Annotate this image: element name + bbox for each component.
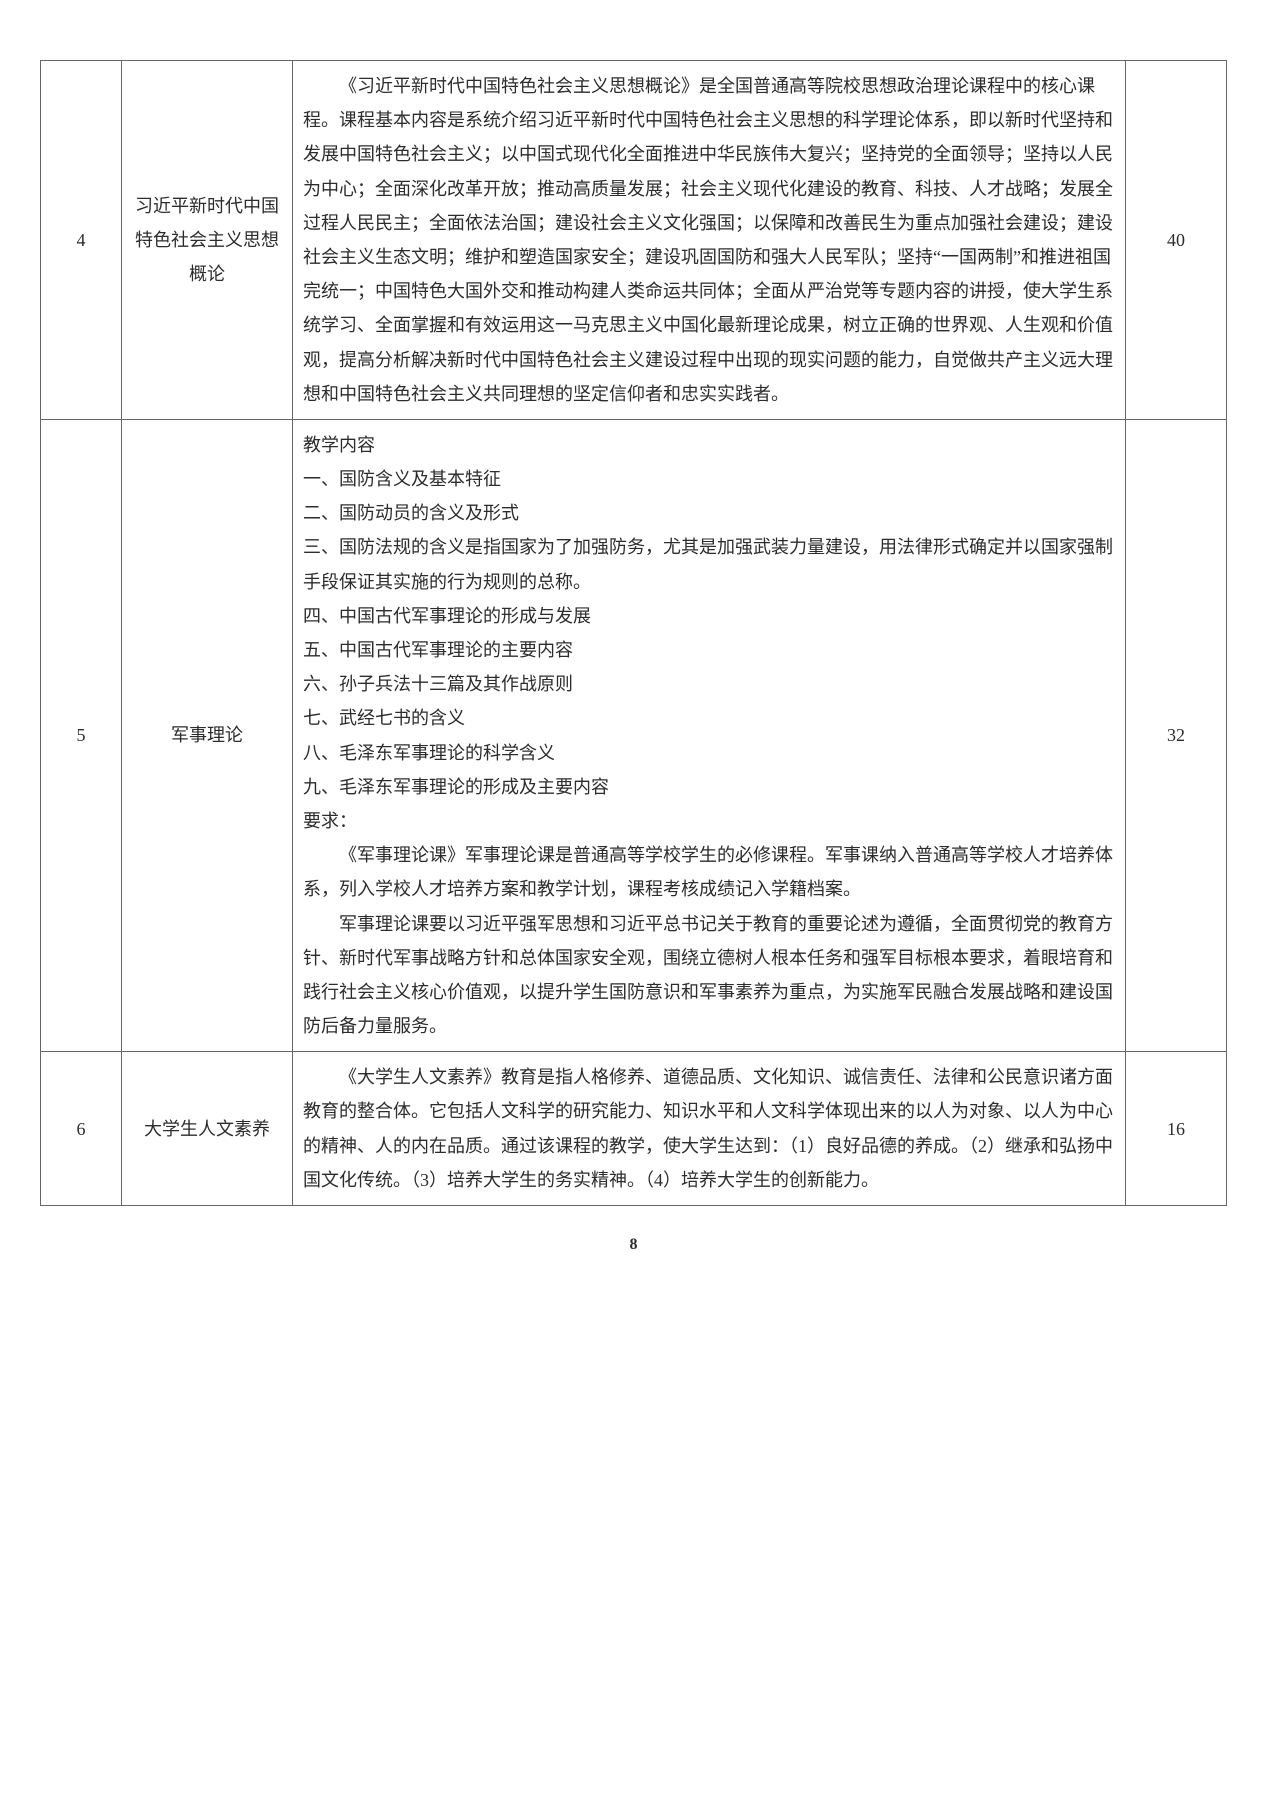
desc-line: 六、孙子兵法十三篇及其作战原则 bbox=[303, 667, 1115, 701]
desc-line: 《习近平新时代中国特色社会主义思想概论》是全国普通高等院校思想政治理论课程中的核… bbox=[303, 69, 1115, 411]
desc-line: 三、国防法规的含义是指国家为了加强防务，尤其是加强武装力量建设，用法律形式确定并… bbox=[303, 530, 1115, 598]
page-number: 8 bbox=[40, 1236, 1227, 1254]
document-page: 4习近平新时代中国特色社会主义思想概论《习近平新时代中国特色社会主义思想概论》是… bbox=[40, 60, 1227, 1254]
desc-line: 军事理论课要以习近平强军思想和习近平总书记关于教育的重要论述为遵循，全面贯彻党的… bbox=[303, 907, 1115, 1044]
row-number: 6 bbox=[41, 1052, 122, 1206]
row-number: 5 bbox=[41, 419, 122, 1051]
course-title: 习近平新时代中国特色社会主义思想概论 bbox=[122, 61, 293, 420]
course-hours: 32 bbox=[1126, 419, 1227, 1051]
desc-line: 九、毛泽东军事理论的形成及主要内容 bbox=[303, 770, 1115, 804]
desc-line: 《大学生人文素养》教育是指人格修养、道德品质、文化知识、诚信责任、法律和公民意识… bbox=[303, 1060, 1115, 1197]
table-row: 5军事理论教学内容一、国防含义及基本特征二、国防动员的含义及形式三、国防法规的含… bbox=[41, 419, 1227, 1051]
course-title: 军事理论 bbox=[122, 419, 293, 1051]
desc-line: 要求： bbox=[303, 804, 1115, 838]
course-table: 4习近平新时代中国特色社会主义思想概论《习近平新时代中国特色社会主义思想概论》是… bbox=[40, 60, 1227, 1206]
desc-line: 教学内容 bbox=[303, 428, 1115, 462]
desc-line: 五、中国古代军事理论的主要内容 bbox=[303, 633, 1115, 667]
desc-line: 《军事理论课》军事理论课是普通高等学校学生的必修课程。军事课纳入普通高等学校人才… bbox=[303, 838, 1115, 906]
desc-line: 二、国防动员的含义及形式 bbox=[303, 496, 1115, 530]
row-number: 4 bbox=[41, 61, 122, 420]
desc-line: 八、毛泽东军事理论的科学含义 bbox=[303, 736, 1115, 770]
desc-line: 七、武经七书的含义 bbox=[303, 701, 1115, 735]
table-row: 4习近平新时代中国特色社会主义思想概论《习近平新时代中国特色社会主义思想概论》是… bbox=[41, 61, 1227, 420]
course-hours: 40 bbox=[1126, 61, 1227, 420]
course-description: 教学内容一、国防含义及基本特征二、国防动员的含义及形式三、国防法规的含义是指国家… bbox=[293, 419, 1126, 1051]
course-description: 《习近平新时代中国特色社会主义思想概论》是全国普通高等院校思想政治理论课程中的核… bbox=[293, 61, 1126, 420]
desc-line: 四、中国古代军事理论的形成与发展 bbox=[303, 599, 1115, 633]
course-description: 《大学生人文素养》教育是指人格修养、道德品质、文化知识、诚信责任、法律和公民意识… bbox=[293, 1052, 1126, 1206]
table-row: 6大学生人文素养《大学生人文素养》教育是指人格修养、道德品质、文化知识、诚信责任… bbox=[41, 1052, 1227, 1206]
course-hours: 16 bbox=[1126, 1052, 1227, 1206]
course-title: 大学生人文素养 bbox=[122, 1052, 293, 1206]
desc-line: 一、国防含义及基本特征 bbox=[303, 462, 1115, 496]
